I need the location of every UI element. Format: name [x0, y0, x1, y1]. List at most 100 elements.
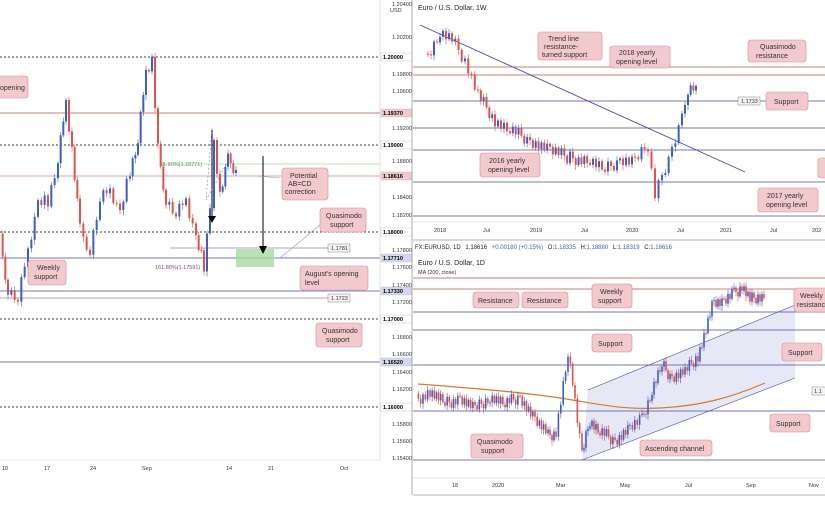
candle-body — [529, 136, 531, 140]
candle-body — [99, 201, 101, 220]
candle-body — [224, 166, 227, 187]
channel-upper — [587, 304, 796, 391]
tag-1.1781: 1.1781 — [331, 246, 348, 252]
candle-body — [601, 428, 603, 436]
candle-body — [661, 175, 663, 181]
candle-body — [17, 299, 19, 302]
candle-body — [697, 356, 699, 362]
candle-body — [23, 266, 26, 277]
candle-body — [506, 122, 508, 132]
candle-body — [574, 385, 576, 399]
tr-price-tag: 1.1733 — [741, 99, 758, 105]
candle-body — [424, 394, 427, 400]
br-x-mar: Mar — [556, 483, 566, 489]
candle-body — [460, 50, 463, 62]
candle-body — [76, 179, 79, 199]
candle-body — [641, 413, 643, 416]
candle-body — [721, 298, 723, 306]
candle-body — [125, 178, 128, 202]
candle-body — [435, 392, 438, 399]
candle-body — [586, 156, 589, 163]
svg-text:Quasimodo: Quasimodo — [760, 44, 796, 51]
candle-body — [657, 370, 659, 384]
candle-body — [631, 424, 634, 430]
candle-body — [686, 367, 688, 371]
candle-body — [542, 424, 545, 430]
candle-body — [519, 395, 521, 397]
daily-subtitle: Euro / U.S. Dollar, 1D — [418, 260, 485, 267]
svg-text:resistance: resistance — [756, 53, 788, 60]
candle-body — [82, 223, 85, 237]
candle-body — [620, 434, 623, 440]
candle-body — [512, 394, 515, 400]
candle-body — [139, 111, 142, 144]
candle-body — [503, 122, 505, 129]
svg-text:Quasimodo: Quasimodo — [477, 439, 513, 446]
candle-body — [71, 131, 73, 147]
candle-body — [517, 395, 519, 405]
candle-body — [65, 100, 67, 122]
level-tag-label: 1.17000 — [383, 317, 403, 323]
candle-body — [1, 233, 4, 257]
candle-body — [221, 186, 224, 192]
candle-body — [510, 394, 513, 404]
candle-body — [89, 249, 91, 255]
price-tick: 1.20200 — [392, 35, 412, 41]
candle-body — [472, 401, 474, 409]
candle-body — [595, 424, 597, 430]
level-tag-label: 1.17330 — [383, 289, 403, 295]
candle-body — [604, 169, 606, 172]
svg-text:Potential: Potential — [290, 173, 318, 180]
candle-body — [523, 135, 526, 144]
candle-body — [735, 287, 737, 292]
candle-body — [142, 94, 145, 112]
short-arrow-head — [208, 216, 216, 223]
price-tick: 1.17600 — [392, 265, 412, 271]
candle-body — [671, 373, 673, 377]
candle-body — [753, 292, 755, 298]
candle-body — [203, 250, 205, 272]
candle-body — [657, 180, 660, 199]
candle-body — [707, 317, 709, 334]
candle-body — [695, 356, 697, 368]
price-tick: 1.17200 — [392, 300, 412, 306]
candle-body — [43, 195, 46, 205]
candle-body — [430, 54, 432, 56]
candle-body — [445, 30, 447, 40]
svg-text:resistance: resistance — [797, 302, 825, 309]
tr-callout-trend: Trend line resistance- turned support — [537, 31, 603, 61]
candle-body — [574, 158, 577, 165]
candle-body — [171, 201, 174, 214]
candle-body — [482, 96, 485, 101]
candle-body — [687, 94, 689, 105]
left-x-sep: Sep — [142, 466, 152, 472]
candle-body — [426, 390, 429, 400]
svg-text:2018 yearly: 2018 yearly — [619, 50, 656, 57]
candle-body — [709, 316, 711, 318]
candle-body — [645, 414, 647, 415]
candle-body — [607, 161, 609, 172]
candle-body — [711, 301, 713, 317]
candle-body — [517, 127, 520, 135]
candle-body — [597, 424, 599, 433]
left-x-oct: Oct — [340, 466, 349, 472]
candle-body — [53, 178, 56, 186]
candle-body — [227, 153, 229, 167]
svg-text:support: support — [598, 298, 621, 305]
candle-body — [569, 151, 571, 164]
candle-body — [547, 429, 549, 434]
candle-body — [563, 148, 566, 156]
candle-body — [436, 41, 438, 43]
candle-body — [551, 435, 553, 441]
weekly-title: Euro / U.S. Dollar, 1W — [418, 5, 487, 12]
candle-body — [489, 402, 491, 404]
candle-body — [478, 399, 481, 410]
candle-body — [40, 200, 43, 205]
price-tick: 1.19800 — [392, 72, 412, 78]
candle-body — [609, 436, 612, 445]
candle-body — [20, 276, 23, 302]
candle-body — [470, 73, 473, 75]
svg-text:Support: Support — [776, 421, 801, 428]
candle-body — [68, 100, 70, 132]
price-tick: 1.18400 — [392, 195, 412, 201]
